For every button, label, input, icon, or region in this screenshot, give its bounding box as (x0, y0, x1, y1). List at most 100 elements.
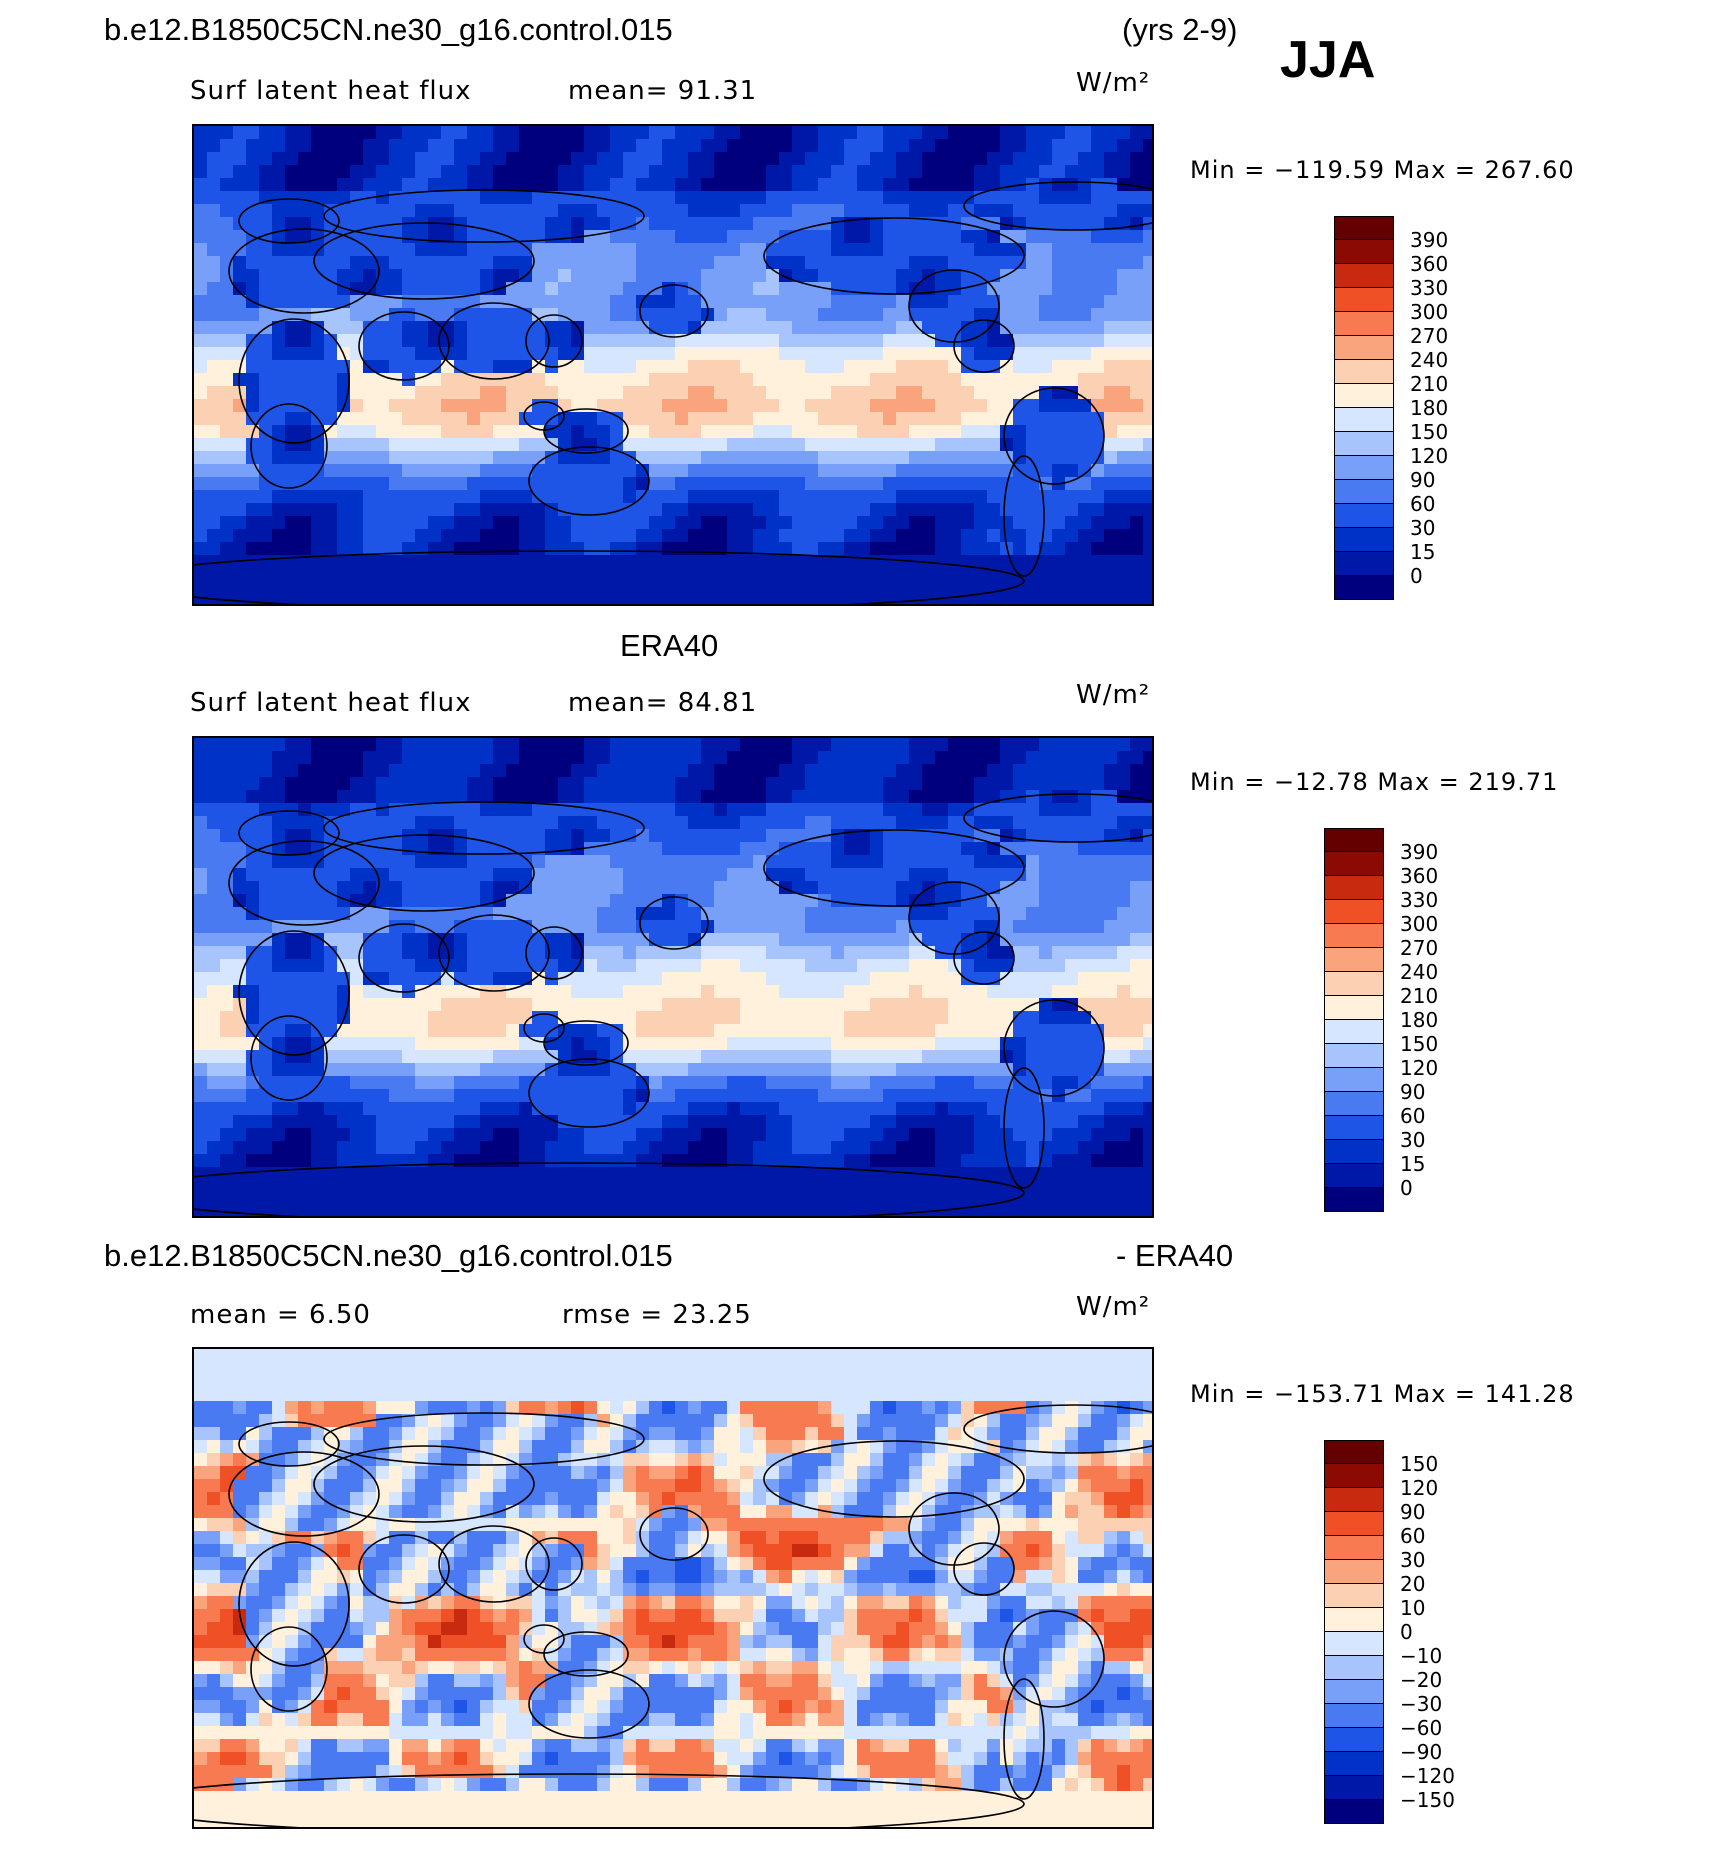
map-cell (1091, 295, 1105, 309)
map-cell (207, 139, 221, 153)
map-cell (454, 529, 468, 543)
map-cell (454, 334, 468, 348)
map-cell (285, 1076, 299, 1090)
map-cell (597, 920, 611, 934)
map-cell (207, 829, 221, 843)
map-cell (454, 503, 468, 517)
map-cell (389, 868, 403, 882)
map-cell (610, 594, 624, 604)
map-cell (805, 738, 819, 752)
map-cell (272, 230, 286, 244)
map-cell (1117, 751, 1131, 765)
map-cell (480, 998, 494, 1012)
map-cell (376, 425, 390, 439)
map-cell (480, 178, 494, 192)
map-cell (207, 217, 221, 231)
map-cell (805, 555, 819, 569)
map-cell (454, 477, 468, 491)
map-cell (1130, 451, 1144, 465)
map-cell (857, 529, 871, 543)
map-cell (597, 829, 611, 843)
map-cell (1104, 503, 1118, 517)
map-cell (857, 178, 871, 192)
map-cell (571, 529, 585, 543)
map-cell (220, 139, 234, 153)
map-cell (1117, 568, 1131, 582)
map-cell (844, 738, 858, 752)
map-cell (974, 1037, 988, 1051)
map-cell (389, 529, 403, 543)
map-cell (1000, 295, 1014, 309)
map-cell (337, 451, 351, 465)
map-cell (1052, 373, 1066, 387)
map-cell (337, 816, 351, 830)
map-cell (1091, 829, 1105, 843)
map-cell (688, 386, 702, 400)
map-cell (662, 959, 676, 973)
map-cell (610, 386, 624, 400)
map-cell (662, 295, 676, 309)
map-cell (1026, 568, 1040, 582)
map-cell (675, 959, 689, 973)
map-cell (337, 256, 351, 270)
map-cell (740, 972, 754, 986)
map-cell (597, 985, 611, 999)
map-cell (623, 803, 637, 817)
map-cell (1143, 842, 1152, 856)
map-cell (532, 985, 546, 999)
map-cell (493, 972, 507, 986)
map-cell (636, 243, 650, 257)
map-cell (246, 985, 260, 999)
map-cell (1026, 972, 1040, 986)
map-cell (1013, 360, 1027, 374)
map-cell (1091, 816, 1105, 830)
map-cell (662, 139, 676, 153)
map-cell (350, 1050, 364, 1064)
map-cell (1039, 230, 1053, 244)
map-cell (363, 1024, 377, 1038)
map-cell (298, 829, 312, 843)
map-cell (584, 777, 598, 791)
map-cell (623, 751, 637, 765)
map-cell (285, 282, 299, 296)
map-cell (870, 907, 884, 921)
map-cell (545, 1076, 559, 1090)
map-cell (389, 321, 403, 335)
map-cell (1039, 1037, 1053, 1051)
map-cell (454, 998, 468, 1012)
map-cell (324, 751, 338, 765)
map-cell (623, 412, 637, 426)
map-cell (818, 868, 832, 882)
map-cell (1104, 816, 1118, 830)
map-cell (415, 139, 429, 153)
map-cell (493, 751, 507, 765)
map-cell (493, 946, 507, 960)
map-cell (1013, 594, 1027, 604)
map-cell (636, 399, 650, 413)
map-cell (519, 1063, 533, 1077)
map-cell (636, 777, 650, 791)
map-cell (571, 1063, 585, 1077)
map-cell (480, 985, 494, 999)
map-cell (649, 191, 663, 205)
map-cell (350, 738, 364, 752)
map-cell (1026, 881, 1040, 895)
map-cell (467, 464, 481, 478)
map-cell (480, 334, 494, 348)
map-cell (467, 1050, 481, 1064)
map-cell (740, 282, 754, 296)
map-cell (506, 881, 520, 895)
map-cell (974, 321, 988, 335)
map-cell (753, 946, 767, 960)
map-cell (779, 152, 793, 166)
map-cell (1065, 868, 1079, 882)
map-cell (220, 477, 234, 491)
map-cell (389, 1024, 403, 1038)
map-cell (350, 529, 364, 543)
map-cell (337, 946, 351, 960)
map-cell (649, 1063, 663, 1077)
map-cell (935, 152, 949, 166)
map-cell (311, 985, 325, 999)
map-cell (519, 386, 533, 400)
map-cell (701, 1063, 715, 1077)
